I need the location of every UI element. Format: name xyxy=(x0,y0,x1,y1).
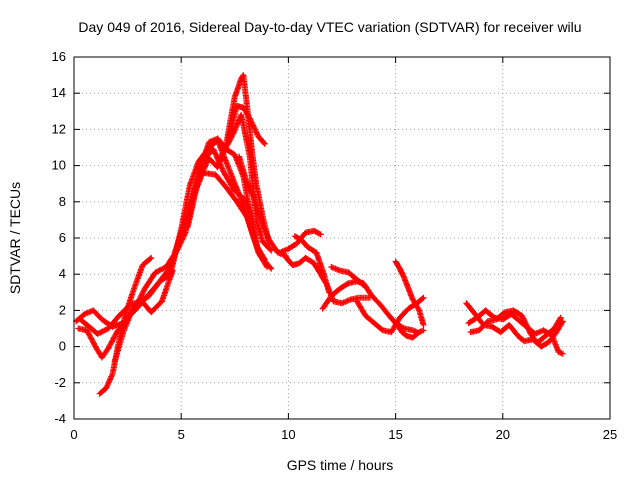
y-tick-label: 6 xyxy=(59,230,66,245)
x-tick-labels: 0 5 10 15 20 25 xyxy=(70,427,617,442)
y-tick-label: -4 xyxy=(54,411,66,426)
data-arc xyxy=(225,102,268,147)
data-arc xyxy=(392,258,427,328)
y-tick-label: 12 xyxy=(52,121,66,136)
y-tick-label: 10 xyxy=(52,158,66,173)
y-tick-label: 8 xyxy=(59,194,66,209)
y-tick-label: 2 xyxy=(59,302,66,317)
y-tick-label: -2 xyxy=(54,375,66,390)
data-arc xyxy=(236,153,290,260)
data-arc xyxy=(319,278,420,336)
x-tick-label: 15 xyxy=(388,427,402,442)
data-arc xyxy=(291,233,333,296)
data-arc xyxy=(111,267,176,365)
x-tick-label: 20 xyxy=(496,427,510,442)
x-tick-label: 10 xyxy=(281,427,295,442)
data-points xyxy=(73,72,566,397)
y-tick-label: 0 xyxy=(59,339,66,354)
chart-title: Day 049 of 2016, Sidereal Day-to-day VTE… xyxy=(78,19,581,35)
y-axis-label: SDTVAR / TECUs xyxy=(7,182,23,294)
grid-lines xyxy=(74,57,610,419)
y-tick-label: 14 xyxy=(52,85,66,100)
y-tick-labels: -4 -2 0 2 4 6 8 10 12 14 16 xyxy=(52,49,66,426)
y-tick-label: 4 xyxy=(59,266,66,281)
data-arc xyxy=(392,320,427,341)
x-tick-label: 25 xyxy=(603,427,617,442)
y-tick-label: 16 xyxy=(52,49,66,64)
data-arc xyxy=(328,264,367,289)
x-tick-label: 5 xyxy=(178,427,185,442)
data-arc xyxy=(463,300,566,350)
x-axis-label: GPS time / hours xyxy=(287,457,394,473)
data-arc xyxy=(467,307,564,346)
axis-ticks xyxy=(73,56,611,420)
x-tick-label: 0 xyxy=(70,427,77,442)
